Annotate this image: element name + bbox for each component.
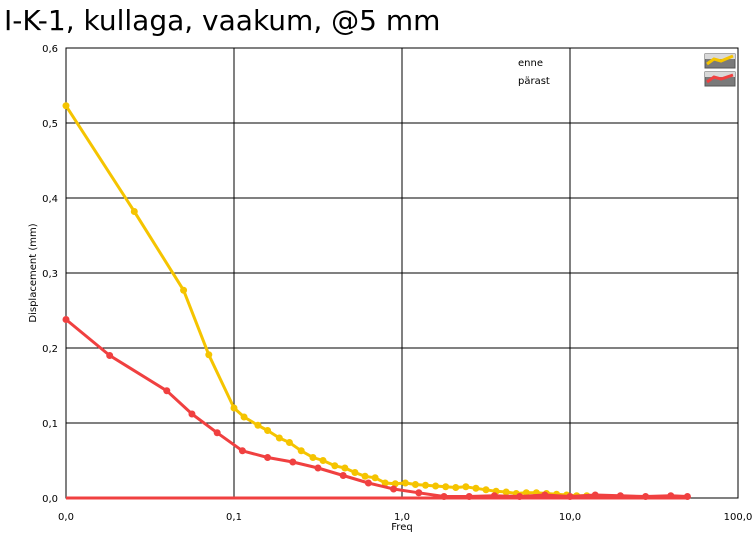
x-tick-label: 10,0 xyxy=(559,512,581,523)
data-point-enne xyxy=(432,482,440,490)
data-point-enne xyxy=(452,484,460,491)
data-point-enne xyxy=(421,481,429,489)
data-point-enne xyxy=(309,454,317,461)
data-point-prast xyxy=(314,464,322,472)
data-point-enne xyxy=(482,486,490,494)
data-point-prast xyxy=(188,410,196,418)
tick-labels: 0,0 0,1 1,0 10,0 100,0 0,0 0,1 0,2 0,3 0,4 0,5 0,6 xyxy=(42,44,752,523)
series-layer xyxy=(62,102,691,500)
data-point-prast xyxy=(62,316,70,323)
data-point-enne xyxy=(240,413,248,421)
y-tick-label: 0,1 xyxy=(42,419,58,430)
data-point-prast xyxy=(163,387,171,395)
data-point-enne xyxy=(62,102,70,110)
data-point-enne xyxy=(401,479,409,487)
data-point-enne xyxy=(391,480,399,488)
data-point-enne xyxy=(442,483,450,491)
data-point-enne xyxy=(130,208,138,215)
legend-swatch-enne[interactable] xyxy=(704,53,736,69)
data-point-enne xyxy=(264,427,272,434)
x-tick-label: 0,1 xyxy=(226,512,242,523)
data-point-enne xyxy=(351,469,359,476)
data-point-enne xyxy=(275,434,283,442)
x-tick-label: 0,0 xyxy=(58,512,74,523)
data-point-enne xyxy=(230,404,238,412)
data-point-enne xyxy=(462,483,470,491)
data-point-enne xyxy=(205,351,213,359)
x-axis-title: Freq xyxy=(391,522,412,533)
legend[interactable]: enne pärast xyxy=(518,53,736,87)
y-tick-label: 0,3 xyxy=(42,269,58,280)
data-point-enne xyxy=(371,474,379,482)
y-tick-label: 0,4 xyxy=(42,194,58,205)
data-point-enne xyxy=(285,439,293,446)
legend-label-parast: pärast xyxy=(518,76,550,87)
data-point-enne xyxy=(411,481,419,488)
y-tick-label: 0,6 xyxy=(42,44,58,55)
data-point-prast xyxy=(106,352,114,359)
data-point-prast xyxy=(289,458,297,466)
series-line-prast xyxy=(65,318,688,498)
data-point-prast xyxy=(264,454,272,461)
legend-label-enne: enne xyxy=(518,58,543,69)
data-point-enne xyxy=(331,462,339,470)
data-point-prast xyxy=(238,447,246,455)
y-axis-title: Displacement (mm) xyxy=(28,223,39,322)
data-point-prast xyxy=(339,472,347,479)
series-line-enne xyxy=(64,104,587,498)
x-tick-label: 1,0 xyxy=(394,512,410,523)
data-point-enne xyxy=(502,488,510,496)
data-point-prast xyxy=(415,489,423,497)
data-point-enne xyxy=(254,421,262,429)
data-point-enne xyxy=(472,484,480,492)
data-point-enne xyxy=(341,464,349,472)
legend-swatch-parast[interactable] xyxy=(704,71,736,87)
data-point-enne xyxy=(297,447,305,455)
data-point-enne xyxy=(361,472,369,480)
grid-layer xyxy=(65,47,739,499)
data-point-prast xyxy=(364,479,372,487)
data-point-enne xyxy=(180,286,188,294)
data-point-prast xyxy=(390,485,398,493)
y-tick-label: 0,2 xyxy=(42,344,58,355)
data-point-enne xyxy=(319,457,327,464)
chart-title: I-K-1, kullaga, vaakum, @5 mm xyxy=(4,4,441,37)
y-tick-label: 0,5 xyxy=(42,119,58,130)
data-point-prast xyxy=(213,429,221,437)
data-point-enne xyxy=(381,479,389,487)
x-tick-label: 100,0 xyxy=(724,512,753,523)
y-tick-label: 0,0 xyxy=(42,494,58,505)
